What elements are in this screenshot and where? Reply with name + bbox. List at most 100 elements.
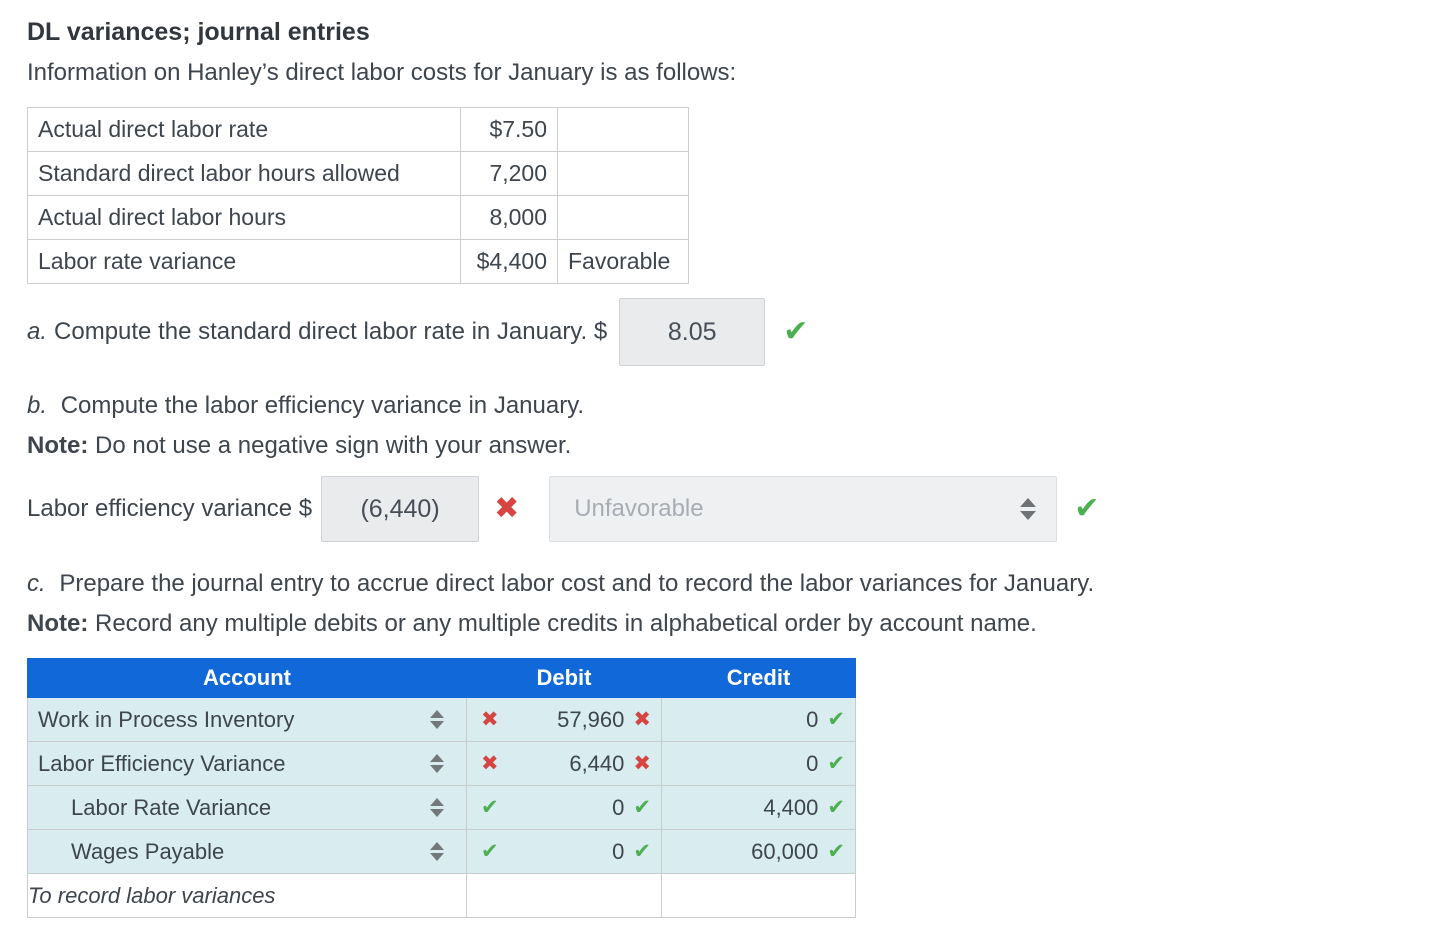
credit-cell: 0 ✔ — [661, 697, 856, 742]
journal-entry-table: Account Debit Credit Work in Process Inv… — [27, 658, 856, 918]
info-table-row: Labor rate variance $4,400 Favorable — [27, 239, 689, 284]
account-cell: Work in Process Inventory — [27, 697, 467, 742]
info-row-label: Standard direct labor hours allowed — [27, 151, 461, 196]
check-icon: ✔ — [783, 315, 809, 348]
part-b-question: Compute the labor efficiency variance in… — [60, 392, 585, 419]
credit-input[interactable]: 60,000 ✔ — [662, 839, 855, 865]
check-icon: ✔ — [827, 840, 845, 863]
variance-direction-select[interactable]: Unfavorable — [549, 476, 1058, 542]
chevron-up-down-icon — [430, 842, 444, 861]
page-title: DL variances; journal entries — [27, 18, 370, 46]
check-icon: ✔ — [481, 840, 499, 863]
account-select[interactable]: Work in Process Inventory — [28, 707, 466, 733]
journal-header-credit: Credit — [661, 658, 856, 698]
part-c-heading: c. Prepare the journal entry to accrue d… — [27, 570, 1420, 598]
credit-cell: 0 ✔ — [661, 741, 856, 786]
cross-icon: ✖ — [481, 752, 499, 775]
info-row-label: Actual direct labor rate — [27, 107, 461, 152]
account-cell: Labor Efficiency Variance — [27, 741, 467, 786]
memo-debit-cell — [466, 873, 662, 918]
info-row-label: Labor rate variance — [27, 239, 461, 284]
credit-value: 0 — [806, 706, 819, 732]
chevron-up-down-icon — [430, 710, 444, 729]
check-icon: ✔ — [481, 796, 499, 819]
info-table-row: Standard direct labor hours allowed 7,200 — [27, 151, 689, 196]
chevron-up-down-icon — [430, 754, 444, 773]
debit-value: 0 — [612, 794, 625, 820]
efficiency-variance-label: Labor efficiency variance $ — [27, 495, 313, 522]
debit-input[interactable]: ✔ 0 ✔ — [467, 839, 661, 865]
cross-icon: ✖ — [633, 708, 651, 731]
journal-row: Labor Efficiency Variance ✖ 6,440 ✖ 0 ✔ — [27, 741, 856, 786]
credit-input[interactable]: 4,400 ✔ — [662, 795, 855, 821]
info-row-value: 7,200 — [460, 151, 558, 196]
memo-text: To record labor variances — [27, 873, 467, 918]
credit-cell: 60,000 ✔ — [661, 829, 856, 874]
credit-value: 4,400 — [763, 794, 819, 820]
part-b-row: Labor efficiency variance $ (6,440) ✖ Un… — [27, 476, 1420, 542]
chevron-up-down-icon — [1020, 498, 1037, 520]
info-row-label: Actual direct labor hours — [27, 195, 461, 240]
credit-input[interactable]: 0 ✔ — [662, 751, 855, 777]
journal-memo-row: To record labor variances — [27, 873, 856, 918]
debit-input[interactable]: ✖ 57,960 ✖ — [467, 707, 661, 733]
info-row-note — [557, 151, 689, 196]
variance-direction-value: Unfavorable — [574, 495, 704, 522]
part-a-row: a. Compute the standard direct labor rat… — [27, 298, 1420, 366]
credit-value: 0 — [806, 750, 819, 776]
check-icon: ✔ — [633, 840, 651, 863]
memo-credit-cell — [661, 873, 856, 918]
efficiency-variance-input[interactable]: (6,440) — [321, 476, 480, 542]
cross-icon: ✖ — [481, 708, 499, 731]
check-icon: ✔ — [827, 796, 845, 819]
standard-rate-input[interactable]: 8.05 — [619, 298, 766, 366]
debit-value: 0 — [612, 838, 625, 864]
chevron-up-down-icon — [430, 798, 444, 817]
account-cell: Wages Payable — [27, 829, 467, 874]
journal-header-account: Account — [27, 658, 467, 698]
info-row-note: Favorable — [557, 239, 689, 284]
info-table: Actual direct labor rate $7.50 Standard di… — [27, 107, 689, 284]
debit-cell: ✖ 57,960 ✖ — [466, 697, 662, 742]
debit-cell: ✔ 0 ✔ — [466, 829, 662, 874]
note-text: Record any multiple debits or any multip… — [95, 610, 1037, 637]
part-b-letter: b. — [27, 392, 48, 419]
account-cell: Labor Rate Variance — [27, 785, 467, 830]
debit-input[interactable]: ✔ 0 ✔ — [467, 795, 661, 821]
journal-row: Labor Rate Variance ✔ 0 ✔ 4,400 ✔ — [27, 785, 856, 830]
note-label: Note: — [27, 610, 89, 637]
account-select[interactable]: Labor Efficiency Variance — [28, 751, 466, 777]
info-row-value: 8,000 — [460, 195, 558, 240]
journal-row: Work in Process Inventory ✖ 57,960 ✖ 0 ✔ — [27, 697, 856, 742]
note-text: Do not use a negative sign with your ans… — [95, 432, 572, 459]
account-name: Wages Payable — [71, 838, 225, 864]
part-b-note: Note: Do not use a negative sign with yo… — [27, 432, 1420, 460]
debit-input[interactable]: ✖ 6,440 ✖ — [467, 751, 661, 777]
info-row-value: $7.50 — [460, 107, 558, 152]
cross-icon: ✖ — [494, 492, 520, 525]
account-name: Labor Rate Variance — [71, 794, 272, 820]
account-select[interactable]: Labor Rate Variance — [28, 795, 466, 821]
info-row-note — [557, 195, 689, 240]
part-c-letter: c. — [27, 570, 46, 597]
info-row-note — [557, 107, 689, 152]
part-a-letter: a. — [27, 318, 48, 345]
info-table-row: Actual direct labor hours 8,000 — [27, 195, 689, 240]
journal-row: Wages Payable ✔ 0 ✔ 60,000 ✔ — [27, 829, 856, 874]
intro-text: Information on Hanley’s direct labor cos… — [27, 59, 737, 86]
debit-value: 57,960 — [557, 706, 625, 732]
journal-header-debit: Debit — [466, 658, 662, 698]
info-table-row: Actual direct labor rate $7.50 — [27, 107, 689, 152]
debit-cell: ✔ 0 ✔ — [466, 785, 662, 830]
check-icon: ✔ — [827, 708, 845, 731]
part-c-question: Prepare the journal entry to accrue dire… — [59, 570, 1095, 597]
part-c-note: Note: Record any multiple debits or any … — [27, 610, 1420, 638]
credit-input[interactable]: 0 ✔ — [662, 707, 855, 733]
cross-icon: ✖ — [633, 752, 651, 775]
check-icon: ✔ — [633, 796, 651, 819]
part-a-question: Compute the standard direct labor rate i… — [54, 318, 608, 345]
part-b-heading: b. Compute the labor efficiency variance… — [27, 392, 1420, 420]
account-select[interactable]: Wages Payable — [28, 839, 466, 865]
note-label: Note: — [27, 432, 89, 459]
debit-value: 6,440 — [569, 750, 625, 776]
